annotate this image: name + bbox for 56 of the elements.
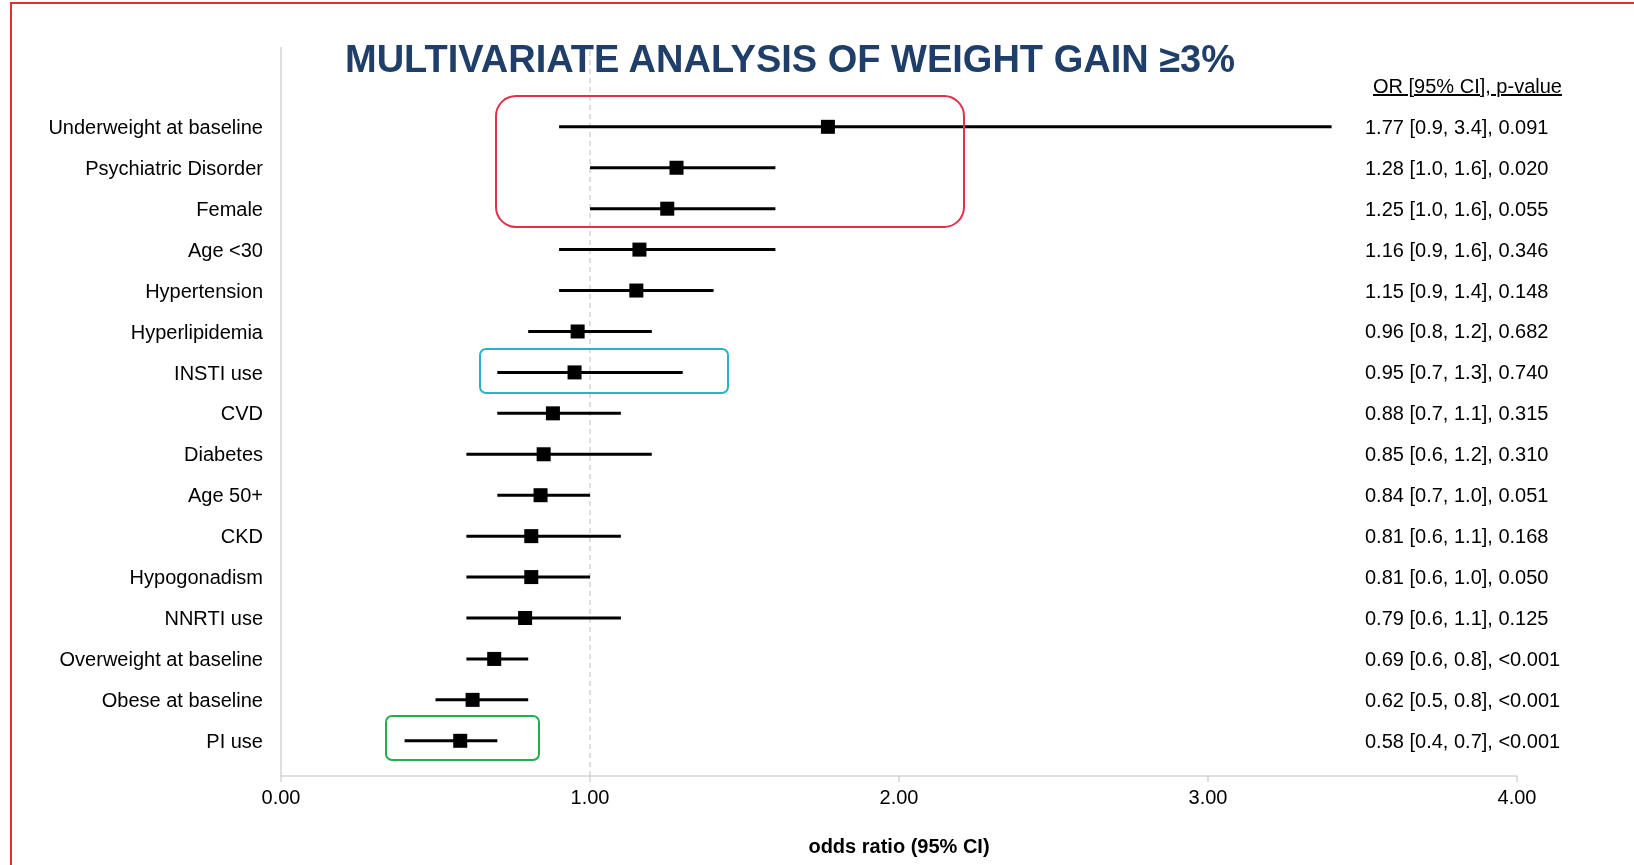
point	[629, 283, 644, 298]
annotation: 0.85 [0.6, 1.2], 0.310	[1365, 442, 1549, 467]
y-tick-label: Age <30	[187, 238, 263, 261]
annotation: 0.96 [0.8, 1.2], 0.682	[1365, 319, 1549, 344]
annotation: 0.79 [0.6, 1.1], 0.125	[1365, 606, 1549, 630]
point	[536, 447, 551, 462]
y-tick-label: CKD	[220, 525, 263, 548]
y-tick-label: PI use	[206, 729, 263, 752]
y-tick-label: Psychiatric Disorder	[85, 156, 264, 179]
text: OR [95% CI], p-value	[1373, 74, 1562, 98]
annotation: 0.81 [0.6, 1.1], 0.168	[1365, 524, 1549, 549]
x-tick-label: 4.00	[1497, 786, 1537, 809]
point	[533, 488, 548, 503]
y-tick-label: NNRTI use	[164, 607, 263, 630]
y-tick-label: Hypertension	[145, 279, 263, 302]
annotation: 0.95 [0.7, 1.3], 0.740	[1365, 360, 1549, 385]
annotation: 0.58 [0.4, 0.7], <0.001	[1365, 728, 1561, 753]
y-tick-label: Underweight at baseline	[48, 115, 263, 138]
chart-title: MULTIVARIATE ANALYSIS OF WEIGHT GAIN ≥3%	[344, 38, 1236, 81]
x-tick-label: 0.00	[261, 786, 301, 809]
y-tick-label: Hyperlipidemia	[130, 320, 264, 343]
point	[567, 365, 582, 380]
point	[660, 201, 675, 216]
point	[524, 570, 539, 585]
annotation: 0.69 [0.6, 0.8], <0.001	[1365, 646, 1561, 671]
point	[545, 406, 560, 421]
x-axis-title: odds ratio (95% CI)	[808, 835, 990, 857]
annotation: 0.62 [0.5, 0.8], <0.001	[1365, 687, 1561, 712]
annotation: 1.28 [1.0, 1.6], 0.020	[1365, 155, 1549, 180]
point	[465, 692, 480, 707]
annotation: 0.81 [0.6, 1.0], 0.050	[1365, 565, 1549, 590]
annotation: 0.84 [0.7, 1.0], 0.051	[1365, 483, 1549, 508]
point	[524, 529, 539, 544]
x-tick-label: 3.00	[1188, 786, 1228, 809]
point	[570, 324, 585, 339]
point	[632, 242, 647, 257]
annotation: 0.88 [0.7, 1.1], 0.315	[1365, 401, 1549, 426]
y-tick-label: Overweight at baseline	[59, 648, 263, 671]
y-tick-label: Obese at baseline	[101, 688, 263, 711]
point	[487, 651, 502, 666]
annotation: 1.16 [0.9, 1.6], 0.346	[1365, 237, 1549, 262]
x-tick-label: 1.00	[570, 786, 610, 809]
point	[453, 733, 468, 748]
y-tick-label: Diabetes	[184, 443, 263, 466]
y-tick-label: Age 50+	[187, 484, 263, 507]
point	[518, 611, 533, 625]
y-tick-label: INSTI use	[174, 361, 263, 384]
y-tick-label: Hypogonadism	[129, 566, 263, 589]
y-tick-label: Female	[196, 197, 263, 220]
y-tick-label: CVD	[220, 402, 263, 425]
point	[820, 119, 835, 134]
point	[669, 160, 684, 175]
annotation: 1.77 [0.9, 3.4], 0.091	[1365, 114, 1549, 139]
annotation: 1.15 [0.9, 1.4], 0.148	[1365, 278, 1549, 303]
x-tick-label: 2.00	[879, 786, 919, 809]
annotation: 1.25 [1.0, 1.6], 0.055	[1365, 196, 1549, 221]
